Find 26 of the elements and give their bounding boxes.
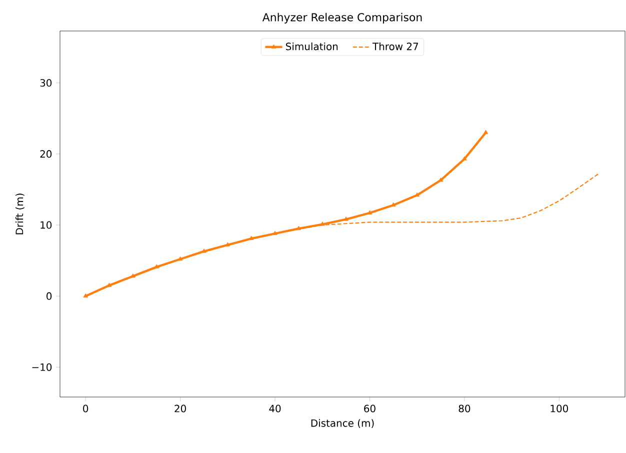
y-tick-label: 0	[46, 292, 52, 300]
point	[178, 256, 183, 261]
y-tick-label: 20	[40, 150, 52, 158]
point	[462, 156, 467, 160]
y-tick-label: 30	[40, 79, 52, 87]
point	[296, 226, 302, 230]
legend-label: Throw 27	[372, 42, 418, 50]
y-tick-label: −10	[32, 363, 52, 371]
y-tick-label: 10	[40, 221, 52, 229]
point	[272, 230, 278, 235]
x-axis-title: Distance (m)	[311, 419, 374, 428]
x-tick-label: 40	[269, 404, 281, 412]
point	[83, 293, 88, 298]
chart-title: Anhyzer Release Comparison	[262, 12, 422, 24]
x-tick-label: 60	[364, 404, 376, 412]
legend-label: Simulation	[286, 42, 338, 50]
x-tick-label: 100	[550, 404, 568, 412]
point	[248, 236, 254, 240]
point	[130, 273, 136, 278]
x-tick-label: 0	[83, 404, 88, 412]
x-tick-label: 20	[174, 404, 186, 412]
y-axis-title: Drift (m)	[15, 194, 24, 234]
point	[483, 130, 488, 134]
x-tick-label: 80	[458, 404, 470, 412]
point	[391, 202, 396, 207]
point	[344, 216, 348, 221]
